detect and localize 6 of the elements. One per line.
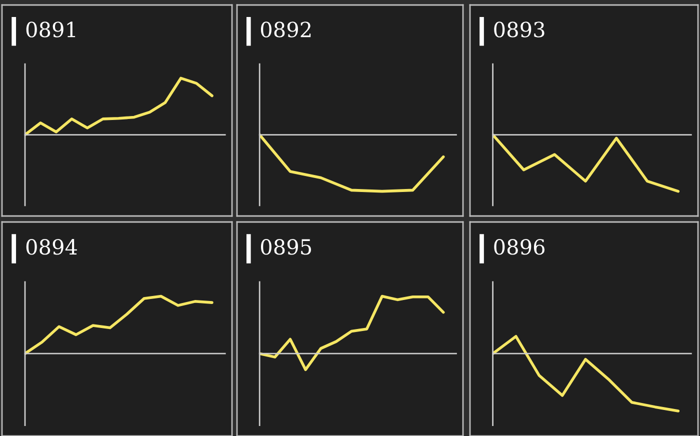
chart-title: 0895 xyxy=(260,239,312,255)
chart-title: 0894 xyxy=(26,239,77,255)
chart-title: 0893 xyxy=(494,22,544,38)
chart-title: 0891 xyxy=(26,22,76,38)
chart-title: 0896 xyxy=(494,239,545,255)
chart-title: 0892 xyxy=(260,22,311,38)
